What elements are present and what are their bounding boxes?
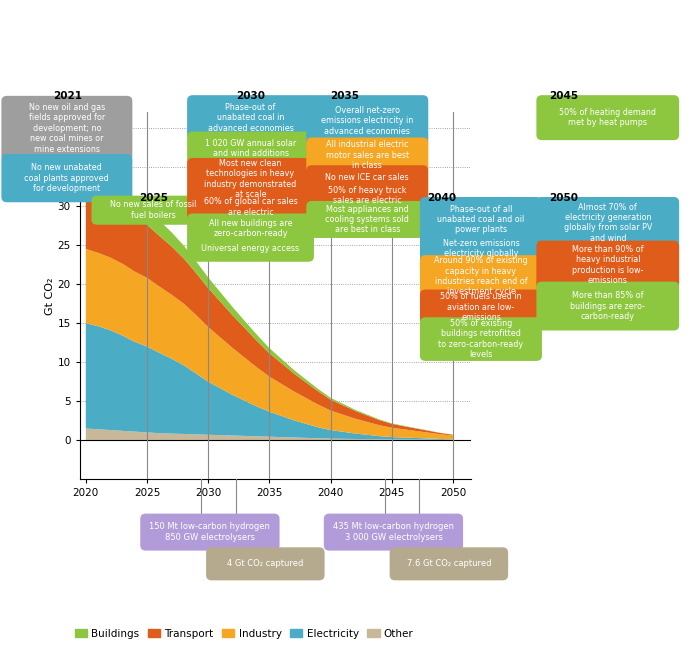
Text: No new unabated
coal plants approved
for development: No new unabated coal plants approved for… (24, 163, 109, 193)
Text: Almost 70% of
electricity generation
globally from solar PV
and wind: Almost 70% of electricity generation glo… (563, 203, 652, 243)
Text: 2025: 2025 (139, 193, 168, 204)
Text: More than 85% of
buildings are zero-
carbon-ready: More than 85% of buildings are zero- car… (570, 291, 645, 321)
Text: 2050: 2050 (550, 193, 579, 204)
Text: Most new clean
technologies in heavy
industry demonstrated
at scale: Most new clean technologies in heavy ind… (204, 159, 297, 199)
Text: All new buildings are
zero-carbon-ready: All new buildings are zero-carbon-ready (209, 219, 292, 239)
Text: More than 90% of
heavy industrial
production is low-
emissions: More than 90% of heavy industrial produc… (572, 245, 644, 285)
Text: 60% of global car sales
are electric: 60% of global car sales are electric (204, 197, 297, 217)
Text: 4 Gt CO₂ captured: 4 Gt CO₂ captured (227, 559, 304, 568)
Text: Phase-out of all
unabated coal and oil
power plants: Phase-out of all unabated coal and oil p… (437, 204, 525, 235)
Y-axis label: Gt CO₂: Gt CO₂ (44, 277, 55, 315)
Text: 2021: 2021 (53, 91, 82, 101)
Text: 7.6 Gt CO₂ captured: 7.6 Gt CO₂ captured (407, 559, 491, 568)
Text: 2030: 2030 (236, 91, 265, 101)
Text: 50% of heating demand
met by heat pumps: 50% of heating demand met by heat pumps (559, 108, 656, 128)
Text: Around 90% of existing
capacity in heavy
industries reach end of
investment cycl: Around 90% of existing capacity in heavy… (434, 256, 528, 296)
Text: 50% of fuels used in
aviation are low-
emissions: 50% of fuels used in aviation are low- e… (440, 292, 522, 323)
Legend: Buildings, Transport, Industry, Electricity, Other: Buildings, Transport, Industry, Electric… (71, 625, 418, 642)
Text: All industrial electric
motor sales are best
in class: All industrial electric motor sales are … (326, 140, 409, 171)
Text: 1 020 GW annual solar
and wind additions: 1 020 GW annual solar and wind additions (205, 139, 296, 159)
Text: No new ICE car sales: No new ICE car sales (326, 173, 409, 182)
Text: No new oil and gas
fields approved for
development; no
new coal mines or
mine ex: No new oil and gas fields approved for d… (28, 103, 105, 153)
Text: Phase-out of
unabated coal in
advanced economies: Phase-out of unabated coal in advanced e… (208, 102, 293, 133)
Text: No new sales of fossil
fuel boilers: No new sales of fossil fuel boilers (110, 200, 197, 220)
Text: 50% of existing
buildings retrofitted
to zero-carbon-ready
levels: 50% of existing buildings retrofitted to… (439, 319, 523, 359)
Text: 435 Mt low-carbon hydrogen
3 000 GW electrolysers: 435 Mt low-carbon hydrogen 3 000 GW elec… (333, 522, 454, 542)
Text: Most appliances and
cooling systems sold
are best in class: Most appliances and cooling systems sold… (325, 204, 410, 235)
Text: 2045: 2045 (550, 91, 579, 101)
Text: 150 Mt low-carbon hydrogen
850 GW electrolysers: 150 Mt low-carbon hydrogen 850 GW electr… (150, 522, 270, 542)
Text: Universal energy access: Universal energy access (202, 244, 299, 253)
Text: 50% of heavy truck
sales are electric: 50% of heavy truck sales are electric (328, 186, 407, 206)
Text: 2040: 2040 (428, 193, 457, 204)
Text: Net-zero emissions
electricity globally: Net-zero emissions electricity globally (443, 239, 519, 258)
Text: Overall net-zero
emissions electricity in
advanced economies: Overall net-zero emissions electricity i… (321, 106, 414, 136)
Text: 2035: 2035 (331, 91, 360, 101)
